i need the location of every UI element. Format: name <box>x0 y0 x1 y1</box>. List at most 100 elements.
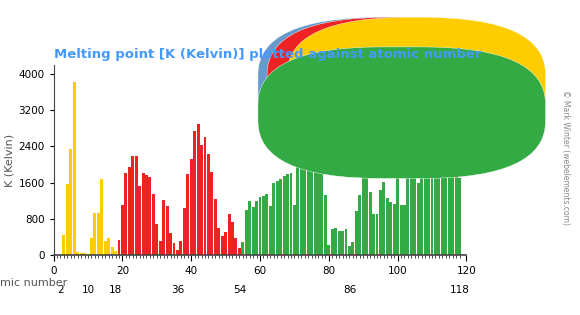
Bar <box>423 174 427 255</box>
Bar <box>86 254 89 255</box>
Bar <box>238 248 241 255</box>
Bar <box>375 214 378 255</box>
Bar <box>358 195 361 255</box>
Bar <box>324 195 327 255</box>
Bar <box>173 243 176 255</box>
Bar <box>279 179 282 255</box>
Bar <box>410 146 413 255</box>
X-axis label: atomic number: atomic number <box>0 278 67 288</box>
Bar <box>414 174 416 255</box>
Text: © Mark Winter (webelements.com): © Mark Winter (webelements.com) <box>560 90 570 225</box>
Bar <box>382 182 385 255</box>
Bar <box>148 177 151 255</box>
Bar <box>179 241 182 255</box>
Bar <box>407 169 409 255</box>
Bar <box>389 202 392 255</box>
Bar <box>142 173 144 255</box>
Bar <box>63 235 66 255</box>
Bar <box>234 238 237 255</box>
Bar <box>286 174 289 255</box>
Bar <box>90 238 93 255</box>
Bar <box>204 137 206 255</box>
Bar <box>155 224 158 255</box>
Bar <box>282 176 285 255</box>
Bar <box>403 205 406 255</box>
Bar <box>245 210 248 255</box>
Bar <box>118 240 121 255</box>
Bar <box>70 149 72 255</box>
Bar <box>355 211 358 255</box>
Bar <box>269 206 272 255</box>
Bar <box>345 229 347 255</box>
Bar <box>458 178 461 255</box>
Bar <box>314 105 317 255</box>
Bar <box>176 250 179 255</box>
Bar <box>93 213 96 255</box>
Bar <box>420 178 423 255</box>
Bar <box>193 130 196 255</box>
Bar <box>296 168 299 255</box>
Bar <box>393 204 396 255</box>
Bar <box>152 194 155 255</box>
Bar <box>300 142 303 255</box>
Bar <box>197 124 200 255</box>
Bar <box>169 233 172 255</box>
Bar <box>72 82 76 255</box>
Bar <box>128 167 130 255</box>
Bar <box>400 205 403 255</box>
Bar <box>100 179 103 255</box>
Bar <box>338 231 340 255</box>
Bar <box>262 196 265 255</box>
Bar <box>248 201 251 255</box>
Bar <box>66 185 69 255</box>
Bar <box>293 205 296 255</box>
Bar <box>417 183 420 255</box>
Bar <box>224 232 227 255</box>
Bar <box>441 151 444 255</box>
Y-axis label: K (Kelvin): K (Kelvin) <box>4 134 14 186</box>
Bar <box>200 145 203 255</box>
FancyBboxPatch shape <box>258 47 546 179</box>
Bar <box>97 213 100 255</box>
Bar <box>131 156 134 255</box>
Bar <box>444 160 447 255</box>
Bar <box>372 214 375 255</box>
Bar <box>396 174 399 255</box>
Bar <box>362 159 365 255</box>
Bar <box>351 242 354 255</box>
Bar <box>317 132 320 255</box>
Bar <box>341 231 344 255</box>
Bar <box>241 242 244 255</box>
Bar <box>121 205 124 255</box>
Bar <box>159 242 162 255</box>
Bar <box>310 98 313 255</box>
Bar <box>266 194 269 255</box>
Bar <box>369 192 372 255</box>
Bar <box>79 253 82 255</box>
Bar <box>135 156 137 255</box>
FancyBboxPatch shape <box>258 17 514 156</box>
Bar <box>255 201 258 255</box>
Bar <box>104 241 107 255</box>
Bar <box>259 197 262 255</box>
Bar <box>273 183 275 255</box>
Bar <box>379 190 382 255</box>
Bar <box>107 238 110 255</box>
Bar <box>455 174 458 255</box>
Bar <box>427 169 430 255</box>
Bar <box>231 222 234 255</box>
FancyBboxPatch shape <box>267 17 535 156</box>
Bar <box>145 175 148 255</box>
Bar <box>227 214 230 255</box>
FancyBboxPatch shape <box>287 17 546 156</box>
Bar <box>430 164 433 255</box>
Bar <box>276 181 278 255</box>
Bar <box>183 208 186 255</box>
Bar <box>166 206 169 255</box>
Bar <box>111 247 114 255</box>
Bar <box>214 199 217 255</box>
Bar <box>303 106 306 255</box>
Bar <box>448 164 451 255</box>
Bar <box>190 159 193 255</box>
Bar <box>218 228 220 255</box>
